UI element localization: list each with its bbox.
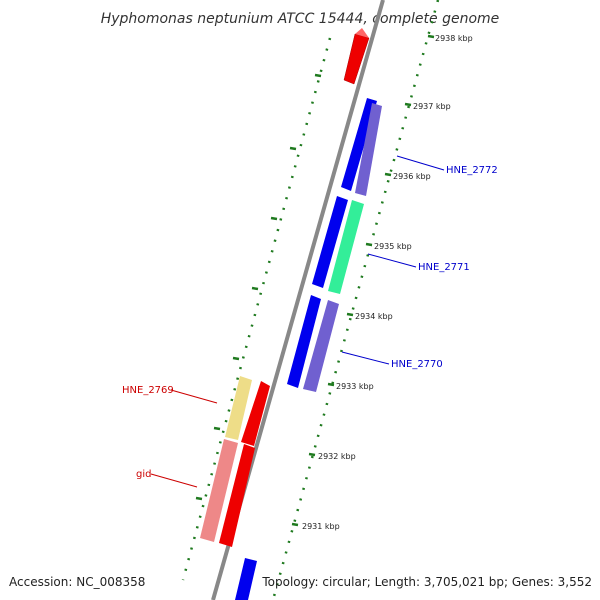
tick-label: 2935 kbp bbox=[374, 242, 412, 251]
gene-arrow-red-tip bbox=[355, 28, 369, 38]
gene-arrow-blue[interactable] bbox=[312, 196, 348, 288]
gene-label-hne-2772[interactable]: HNE_2772 bbox=[446, 165, 498, 176]
label-leader bbox=[150, 473, 198, 488]
inner-major-ticks bbox=[195, 73, 322, 501]
tick-label: 2933 kbp bbox=[336, 382, 374, 391]
gene-arrow-purple[interactable] bbox=[303, 300, 339, 392]
gene-arrow-yellow[interactable] bbox=[225, 376, 252, 440]
gene-arrow-red[interactable] bbox=[219, 444, 255, 547]
gene-arrow-blue[interactable] bbox=[235, 558, 257, 600]
label-leader bbox=[396, 155, 445, 171]
gene-arrow-pink[interactable] bbox=[200, 439, 238, 542]
genome-summary-text: Topology: circular; Length: 3,705,021 bp… bbox=[261, 575, 592, 589]
scale-ticks bbox=[291, 34, 435, 527]
tick-label: 2934 kbp bbox=[355, 312, 393, 321]
label-leader bbox=[170, 389, 218, 404]
scale-track bbox=[271, 0, 440, 600]
tick-label: 2938 kbp bbox=[435, 34, 473, 43]
gene-arrow-blue[interactable] bbox=[287, 295, 321, 388]
gene-label-hne-2770[interactable]: HNE_2770 bbox=[391, 359, 443, 370]
gene-arrow-blue[interactable] bbox=[341, 98, 377, 191]
label-leader bbox=[341, 351, 390, 365]
gene-label-hne-2771[interactable]: HNE_2771 bbox=[418, 262, 470, 273]
tick-label: 2936 kbp bbox=[393, 172, 431, 181]
gene-arrow-purple[interactable] bbox=[355, 103, 382, 196]
gene-label-gid[interactable]: gid bbox=[136, 469, 151, 480]
map-title: Hyphomonas neptunium ATCC 15444, complet… bbox=[101, 11, 500, 27]
gene-arrow-teal[interactable] bbox=[328, 200, 364, 294]
accession-text: Accession: NC_008358 bbox=[9, 575, 145, 589]
label-leader bbox=[367, 253, 417, 268]
gene-label-hne-2769[interactable]: HNE_2769 bbox=[122, 385, 174, 396]
gene-arrow-red[interactable] bbox=[241, 381, 270, 446]
tick-label: 2937 kbp bbox=[413, 102, 451, 111]
tick-label: 2931 kbp bbox=[302, 522, 340, 531]
tick-label: 2932 kbp bbox=[318, 452, 356, 461]
